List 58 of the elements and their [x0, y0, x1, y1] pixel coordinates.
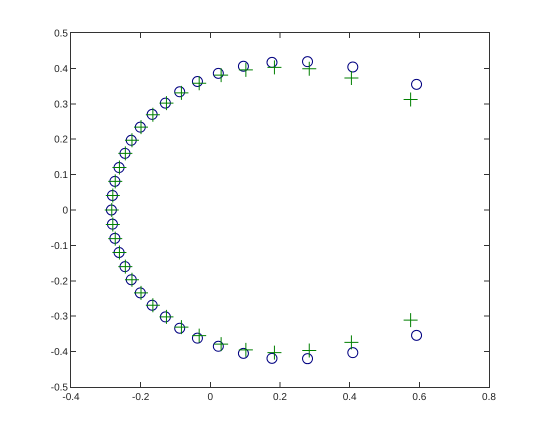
point [344, 70, 359, 86]
x-tick-label: -0.4 [62, 392, 80, 403]
y-tick-label: 0 [62, 206, 68, 216]
point [214, 68, 229, 83]
point [302, 343, 317, 358]
point [212, 340, 224, 352]
point [238, 62, 254, 78]
point [403, 312, 418, 328]
point [266, 352, 278, 364]
point [302, 56, 314, 68]
point [134, 120, 149, 135]
point [302, 61, 317, 76]
point [238, 348, 249, 359]
point [134, 285, 149, 300]
y-tick-label: 0.4 [54, 64, 68, 75]
point [174, 85, 189, 100]
y-tick-label: 0.2 [54, 134, 68, 146]
point [238, 342, 254, 358]
point [174, 322, 186, 334]
point [192, 328, 207, 344]
point [212, 68, 224, 79]
x-tick-label: 0.2 [273, 392, 288, 403]
y-tick-label: -0.1 [50, 240, 68, 252]
x-tick-label: 0.4 [342, 392, 358, 403]
y-tick-label: -0.2 [50, 276, 68, 288]
point [158, 96, 174, 111]
point [344, 334, 359, 350]
point [160, 311, 171, 322]
point [192, 76, 207, 91]
point [160, 98, 171, 109]
point [214, 336, 229, 352]
point [302, 353, 314, 364]
x-tick-label: 0.8 [482, 392, 496, 403]
point [134, 122, 146, 133]
point [411, 78, 422, 90]
point [403, 92, 418, 108]
point [174, 86, 186, 98]
point [347, 61, 358, 72]
point [347, 347, 358, 358]
y-tick-label: -0.4 [50, 347, 68, 358]
point [266, 56, 278, 68]
y-tick-label: -0.3 [50, 312, 68, 323]
point [134, 287, 146, 298]
y-tick-label: 0.1 [54, 170, 68, 182]
point [266, 60, 282, 75]
point [192, 76, 203, 87]
point [238, 60, 249, 72]
point [411, 330, 422, 341]
y-tick-label: -0.5 [50, 382, 68, 394]
point [158, 309, 174, 324]
x-tick-label: 0.6 [412, 392, 427, 403]
point [192, 332, 203, 344]
x-tick-label: 0 [208, 392, 214, 403]
y-tick-label: 0.5 [54, 28, 68, 40]
y-tick-label: 0.3 [54, 99, 68, 110]
point [266, 345, 282, 360]
point [174, 320, 189, 335]
x-tick-label: -0.2 [132, 392, 150, 403]
